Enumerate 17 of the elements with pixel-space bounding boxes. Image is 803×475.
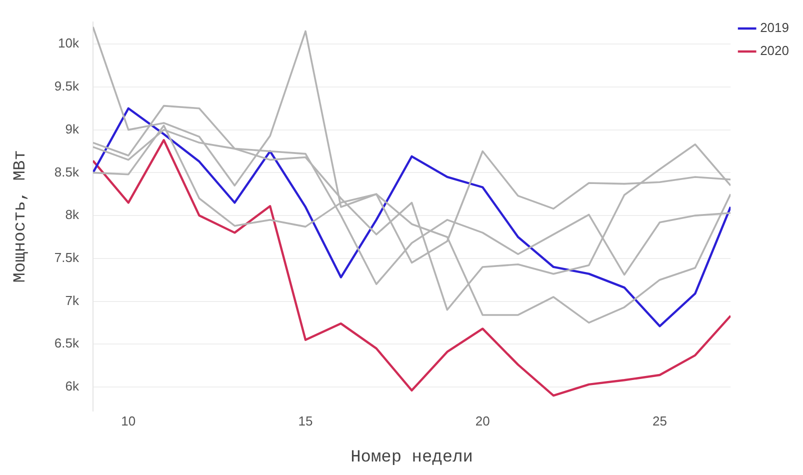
y-tick-label: 7k	[65, 292, 80, 308]
y-tick-label: 9k	[65, 121, 80, 136]
y-axis-title: Мощность, МВт	[12, 150, 31, 283]
y-tick-label: 6.5k	[54, 336, 80, 351]
legend-label: 2020	[760, 43, 789, 58]
legend-label: 2019	[760, 20, 789, 36]
y-tick-label: 6k	[65, 378, 80, 394]
x-tick-label: 20	[475, 413, 490, 428]
y-tick-label: 8.5k	[54, 164, 80, 180]
x-axis-title: Номер недели	[350, 448, 473, 468]
x-tick-label: 10	[121, 413, 136, 428]
x-tick-label: 15	[298, 413, 313, 428]
y-tick-label: 10k	[58, 36, 80, 51]
x-tick-label: 25	[652, 413, 667, 428]
y-tick-label: 7.5k	[54, 250, 80, 265]
y-tick-label: 8k	[65, 207, 80, 222]
y-tick-label: 9.5k	[54, 78, 80, 94]
